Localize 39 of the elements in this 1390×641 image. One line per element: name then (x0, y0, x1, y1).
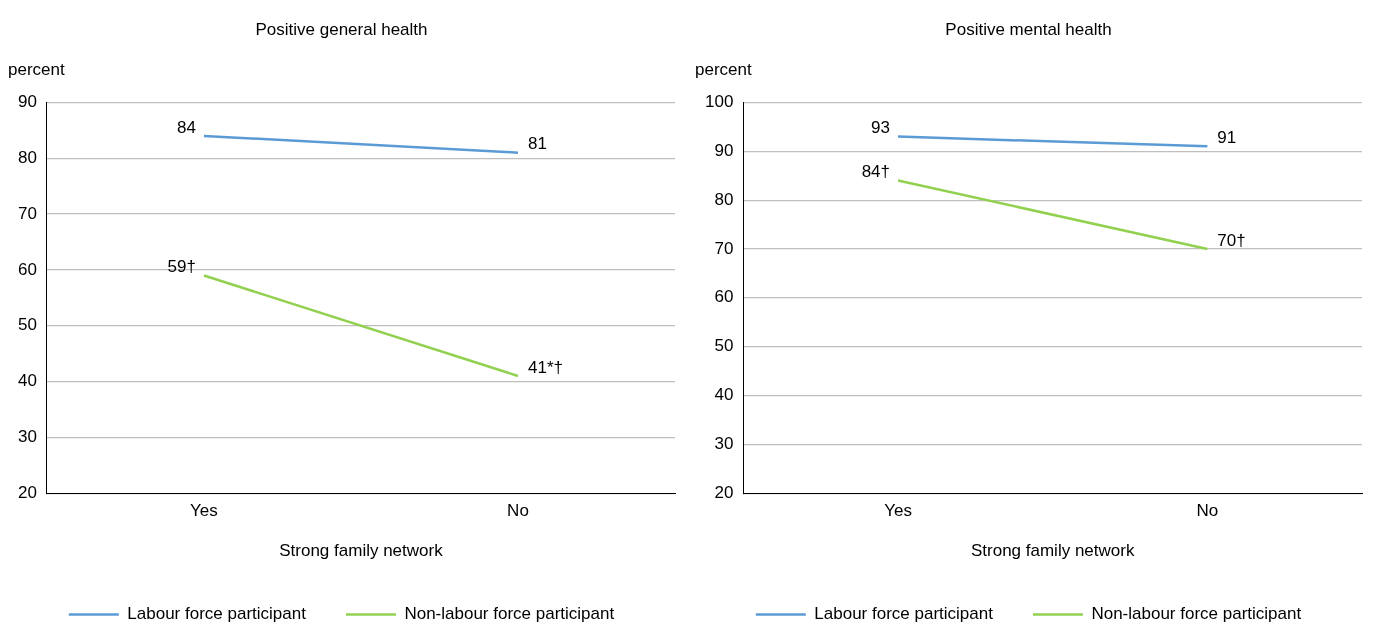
chart-title: Positive general health (255, 19, 428, 39)
y-tick-label: 70 (714, 238, 734, 258)
data-label: 91 (1217, 128, 1237, 148)
x-axis-title: Strong family network (279, 541, 444, 561)
legend-label: Labour force participant (127, 604, 307, 624)
y-tick-label: 90 (17, 92, 37, 112)
legend-label: Labour force participant (814, 604, 994, 624)
y-tick-label: 80 (17, 147, 37, 167)
y-axis-title: percent (695, 59, 752, 79)
y-tick-label: 70 (17, 203, 37, 223)
chart-title: Positive mental health (945, 19, 1112, 39)
data-label: 41*† (527, 357, 563, 377)
y-tick-label: 90 (714, 140, 734, 160)
data-label: 93 (871, 118, 891, 138)
y-tick-label: 60 (714, 287, 734, 307)
data-label: 70† (1217, 230, 1246, 250)
data-label: 59† (167, 257, 196, 277)
y-tick-label: 30 (714, 434, 734, 454)
y-axis-title: percent (8, 59, 65, 79)
y-tick-label: 50 (17, 315, 37, 335)
y-tick-label: 20 (17, 482, 37, 502)
x-tick-label: No (1196, 501, 1219, 521)
data-label: 84 (177, 117, 196, 137)
x-axis-title: Strong family network (970, 541, 1135, 561)
y-tick-label: 30 (17, 427, 37, 447)
y-tick-label: 60 (17, 259, 37, 279)
y-tick-label: 20 (714, 482, 734, 502)
data-label: 81 (527, 134, 547, 154)
y-tick-label: 50 (714, 336, 734, 356)
data-label: 84† (861, 162, 891, 182)
y-tick-label: 80 (714, 189, 734, 209)
y-tick-label: 40 (17, 371, 37, 391)
legend-label: Non-labour force participant (404, 604, 615, 624)
x-tick-label: Yes (884, 501, 912, 521)
x-tick-label: Yes (190, 501, 218, 521)
y-tick-label: 100 (704, 92, 734, 112)
x-tick-label: No (507, 501, 529, 521)
legend-label: Non-labour force participant (1091, 604, 1302, 624)
y-tick-label: 40 (714, 385, 734, 405)
